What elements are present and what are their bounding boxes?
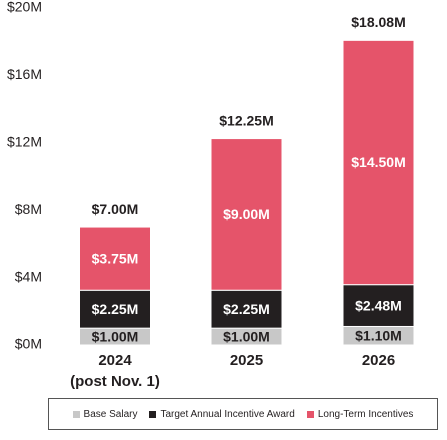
value-label: $9.00M [223, 206, 270, 222]
total-label: $7.00M [92, 201, 139, 217]
legend-swatch [72, 410, 80, 418]
value-label: $1.00M [223, 328, 270, 344]
value-label: $2.25M [92, 301, 139, 317]
value-label: $1.00M [92, 328, 139, 344]
value-label: $3.75M [92, 250, 139, 266]
legend-swatch [149, 410, 157, 418]
legend: Base Salary Target Annual Incentive Award… [48, 398, 438, 430]
value-label: $2.25M [223, 301, 270, 317]
x-tick-label: 2024 (post Nov. 1) [70, 352, 160, 390]
legend-item: Base Salary [72, 408, 138, 420]
legend-item: Long-Term Incentives [306, 408, 414, 420]
x-tick-label: 2026 [361, 352, 396, 369]
bar-segment [79, 226, 151, 291]
legend-swatch [306, 410, 314, 418]
y-tick-label: $20M [7, 0, 42, 15]
legend-label: Base Salary [83, 408, 138, 420]
y-tick-label: $4M [15, 268, 42, 284]
x-tick-label: 2025 [229, 352, 264, 369]
legend-item: Target Annual Incentive Award [149, 408, 295, 420]
value-label: $2.48M [355, 297, 402, 313]
y-tick-label: $8M [15, 201, 42, 217]
y-tick-label: $12M [7, 134, 42, 150]
legend-label: Target Annual Incentive Award [160, 408, 295, 420]
bar-segment [210, 138, 283, 291]
total-label: $18.08M [351, 14, 405, 30]
bar-segment [210, 289, 283, 329]
bar-segment [79, 289, 151, 329]
y-tick-label: $0M [15, 336, 42, 352]
plot: $0M $4M $8M $12M $16M $20M $1.00M $2.25M $3.75M $… [7, 0, 415, 352]
y-tick-label: $16M [7, 66, 42, 82]
bar-segment [342, 39, 415, 286]
legend-label: Long-Term Incentives [317, 408, 414, 420]
value-label: $14.50M [351, 154, 405, 170]
value-label: $1.10M [355, 327, 402, 343]
total-label: $12.25M [219, 112, 273, 128]
